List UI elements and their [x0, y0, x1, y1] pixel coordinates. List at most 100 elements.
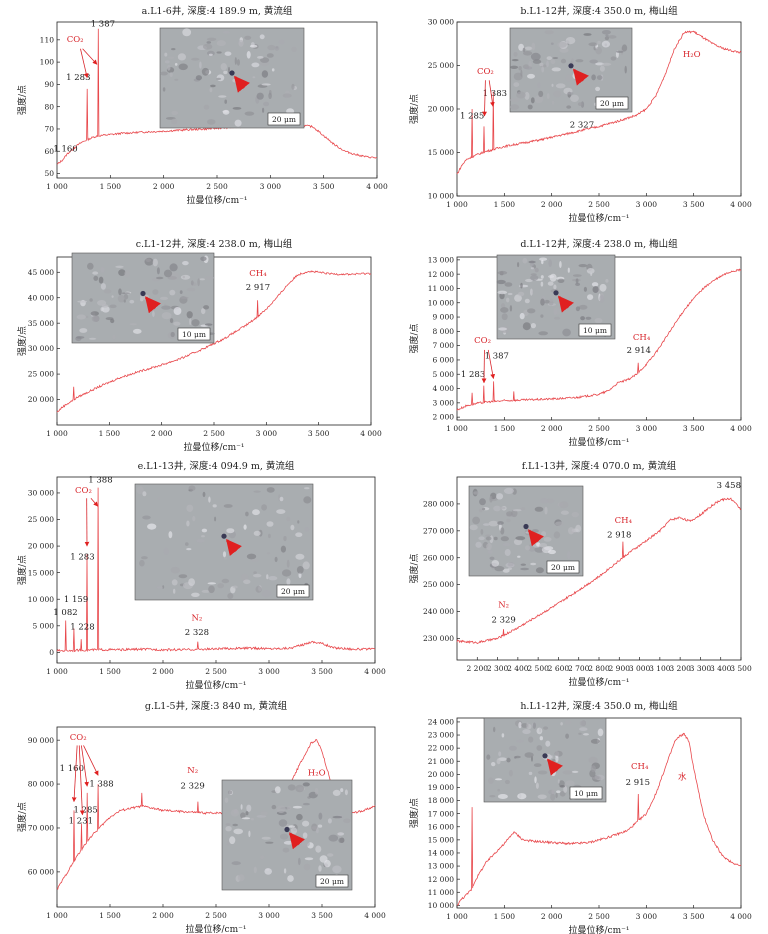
inset-texture-speck	[534, 506, 544, 512]
inset-texture-speck	[563, 785, 568, 793]
inset-texture-speck	[199, 61, 202, 69]
inset-texture-speck	[599, 295, 605, 303]
inset-texture-speck	[500, 303, 506, 309]
inset-texture-speck	[141, 556, 148, 560]
inset-texture-speck	[129, 299, 135, 304]
peak-label: 3 458	[717, 481, 741, 491]
inset-texture-speck	[186, 311, 193, 319]
x-tick-label: 3 500	[311, 667, 333, 676]
y-tick-label: 20 000	[428, 770, 454, 779]
inset-texture-speck	[227, 593, 234, 599]
inset-texture-speck	[266, 487, 275, 493]
inset-texture-speck	[171, 118, 178, 125]
species-label: N₂	[498, 601, 509, 611]
inset-texture-speck	[209, 87, 213, 93]
peak-label: 2 328	[185, 628, 209, 638]
y-tick-label: 90	[44, 80, 54, 89]
scale-bar-box	[578, 323, 612, 337]
inset-texture-speck	[565, 733, 569, 739]
peak-label: 2 329	[181, 781, 205, 791]
inset-texture-speck	[516, 739, 524, 743]
inset-texture-speck	[607, 35, 617, 39]
inset-texture-speck	[478, 508, 483, 513]
inset-texture-speck	[338, 837, 345, 844]
inset-texture-speck	[562, 328, 571, 337]
x-tick-label: 2 300	[487, 664, 509, 673]
inset-texture-speck	[225, 823, 231, 826]
x-axis-label: 拉曼位移/cm⁻¹	[186, 923, 247, 934]
inset-texture-speck	[488, 777, 494, 784]
inset-texture-speck	[568, 527, 575, 535]
inset-texture-speck	[164, 52, 168, 57]
inclusion-dot	[568, 63, 574, 69]
inset-texture-speck	[544, 30, 554, 35]
inset-texture-speck	[520, 563, 526, 566]
species-label: H₂O	[683, 50, 701, 60]
inset-texture-speck	[496, 279, 506, 285]
inset-texture-speck	[185, 542, 189, 546]
inset-texture-speck	[519, 793, 522, 799]
inset-texture-speck	[281, 569, 292, 577]
x-tick-label: 1 500	[494, 912, 516, 921]
chart-title: d.L1-12井, 深度:4 238.0 m, 梅山组	[520, 238, 678, 250]
x-tick-label: 2 500	[205, 911, 227, 920]
y-tick-label: 21 000	[428, 757, 454, 766]
inset-texture-speck	[564, 720, 572, 725]
inset-texture-speck	[262, 107, 265, 113]
y-tick-label: 16 000	[428, 822, 454, 831]
inset-texture-speck	[554, 316, 561, 320]
inset-texture-speck	[545, 740, 551, 747]
inclusion-dot	[553, 290, 559, 296]
inset-texture-speck	[509, 305, 513, 312]
inset-texture-speck	[100, 307, 104, 312]
species-label: CO₂	[474, 336, 491, 346]
x-tick-label: 2 500	[588, 912, 610, 921]
x-tick-label: 4 000	[364, 911, 386, 920]
inset-texture-speck	[186, 287, 196, 292]
inset-texture-speck	[236, 59, 240, 66]
species-label: 水	[678, 772, 687, 783]
inset-texture-speck	[190, 280, 194, 286]
inset-texture-speck	[497, 788, 501, 792]
inclusion-arrow	[225, 538, 242, 557]
inset-texture-speck	[583, 733, 589, 736]
scale-bar-box	[315, 874, 349, 888]
inset-texture-speck	[550, 59, 556, 64]
inset-texture-speck	[274, 46, 280, 51]
inset-texture-speck	[514, 756, 517, 759]
x-tick-label: 3 000	[636, 424, 658, 433]
inset-texture-speck	[261, 504, 267, 511]
inset-texture-speck	[287, 784, 296, 791]
inset-texture-speck	[201, 67, 210, 76]
inset-texture-speck	[526, 722, 529, 729]
inset-texture-speck	[557, 278, 565, 283]
inset-texture-speck	[589, 59, 598, 64]
inset-texture-speck	[524, 46, 533, 51]
inset-texture-speck	[557, 779, 560, 784]
inset-texture-speck	[537, 794, 547, 800]
inset-texture-speck	[597, 40, 601, 45]
inset-texture-speck	[301, 841, 310, 847]
inset-texture-speck	[555, 83, 566, 89]
y-tick-label: 10 000	[428, 298, 454, 307]
species-label: CH₄	[631, 762, 649, 772]
x-tick-label: 3 500	[683, 424, 705, 433]
inset-texture-speck	[88, 337, 97, 340]
inset-texture-speck	[167, 64, 171, 71]
inset-texture-speck	[555, 755, 559, 763]
inset-texture-speck	[144, 257, 154, 266]
inset-texture-speck	[76, 314, 87, 320]
inset-texture-speck	[224, 797, 229, 803]
inset-texture-speck	[493, 505, 501, 512]
inset-texture-speck	[283, 868, 287, 874]
inset-texture-speck	[520, 567, 529, 571]
inset-texture-speck	[182, 261, 189, 266]
peak-label: 1 160	[53, 144, 77, 154]
inset-texture-speck	[231, 861, 241, 866]
inset-texture-speck	[163, 547, 169, 555]
y-tick-label: 25 000	[28, 515, 54, 524]
inset-texture-speck	[540, 275, 544, 279]
inset-texture-speck	[173, 307, 182, 315]
inset-texture-speck	[250, 818, 254, 821]
inset-texture-speck	[112, 334, 116, 340]
